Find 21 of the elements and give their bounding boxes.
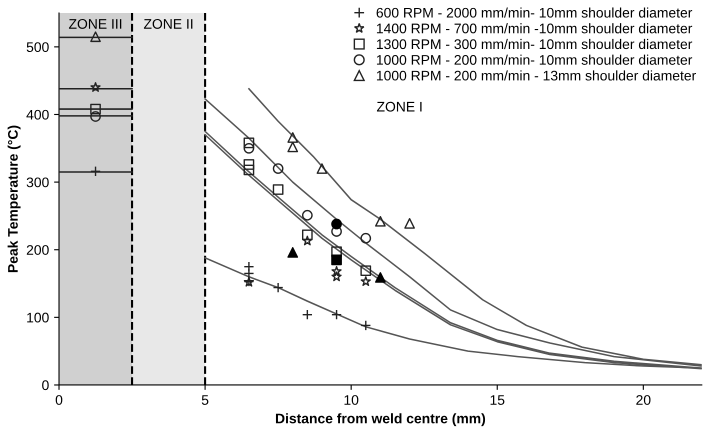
x-tick-label: 15 — [490, 395, 504, 405]
x-tick-label: 0 — [56, 395, 62, 405]
legend-label: 1000 RPM - 200 mm/min - 13mm shoulder diameter — [376, 70, 696, 81]
y-tick-label: 200 — [26, 245, 49, 255]
x-tick-label: 10 — [344, 395, 358, 405]
y-tick-label: 300 — [26, 177, 49, 188]
x-tick-label: 5 — [202, 395, 208, 405]
y-axis-title: Peak Temperature (°C) — [8, 126, 21, 272]
annotation: ZONE I — [376, 102, 422, 112]
legend-label: 600 RPM - 2000 mm/min- 10mm shoulder diameter — [376, 7, 692, 18]
legend-label: 1400 RPM - 700 mm/min -10mm shoulder diameter — [376, 23, 692, 34]
y-tick-label: 100 — [27, 312, 49, 323]
band-label: ZONE III — [68, 18, 122, 29]
band-label: ZONE II — [144, 18, 192, 29]
x-tick-label: 20 — [636, 395, 651, 405]
y-tick-label: 400 — [26, 110, 49, 120]
legend-label: 1300 RPM - 300 mm/min- 10mm shoulder diameter — [376, 38, 692, 50]
y-tick-label: 0 — [42, 380, 49, 390]
legend-label: 1000 RPM - 200 mm/min- 10mm shoulder diameter — [376, 54, 692, 65]
x-axis-title: Distance from weld centre (mm) — [276, 413, 486, 426]
y-tick-label: 500 — [26, 42, 49, 52]
